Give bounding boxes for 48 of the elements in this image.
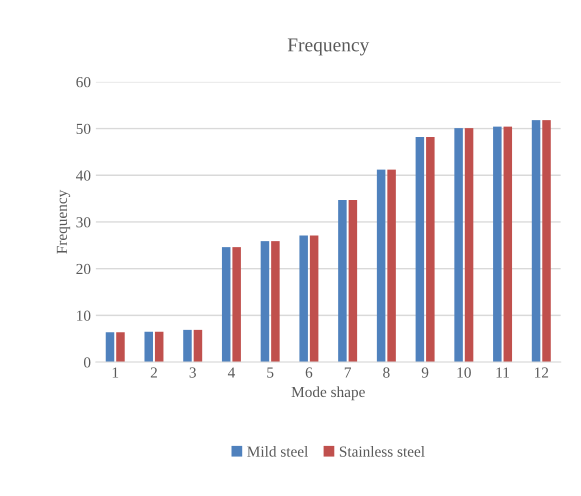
y-tick-label: 40 xyxy=(76,170,90,181)
x-tick-label: 5 xyxy=(267,368,274,378)
bar xyxy=(260,241,270,362)
bar xyxy=(232,247,241,362)
y-tick-label: 30 xyxy=(76,217,90,228)
bar xyxy=(299,236,308,362)
x-tick-label: 10 xyxy=(458,367,471,378)
bar xyxy=(144,332,153,362)
x-tick-label: 6 xyxy=(306,367,312,378)
bar xyxy=(416,136,424,362)
y-axis-title: Frequency xyxy=(56,190,70,254)
bar xyxy=(338,200,347,362)
bar xyxy=(464,128,474,362)
bar xyxy=(183,330,192,362)
x-tick-label: 4 xyxy=(228,367,236,378)
x-axis-title: Mode shape xyxy=(292,386,365,400)
bar xyxy=(542,120,551,362)
x-tick-label: 7 xyxy=(344,368,352,378)
x-tick-label: 11 xyxy=(496,367,509,378)
legend-label: Mild steel xyxy=(247,446,308,457)
bar xyxy=(154,332,164,362)
y-tick-label: 0 xyxy=(84,357,90,368)
bar xyxy=(493,126,502,362)
bar xyxy=(222,247,230,362)
bar xyxy=(426,136,435,362)
x-tick-label: 9 xyxy=(422,367,428,378)
x-tick-label: 1 xyxy=(112,367,118,378)
x-tick-label: 2 xyxy=(150,367,157,378)
y-tick-label: 20 xyxy=(76,264,90,274)
bar xyxy=(376,170,386,362)
legend-label: Stainless steel xyxy=(340,446,425,457)
y-tick-label: 50 xyxy=(76,124,90,134)
y-tick-label: 10 xyxy=(77,310,90,321)
bar xyxy=(504,126,512,362)
bar xyxy=(106,332,114,362)
bar xyxy=(532,120,540,362)
bar xyxy=(116,332,125,362)
bar xyxy=(387,170,396,362)
bar xyxy=(271,241,280,362)
x-tick-label: 12 xyxy=(535,367,548,378)
bar xyxy=(310,236,318,362)
y-tick-label: 60 xyxy=(76,76,90,88)
x-tick-label: 3 xyxy=(190,367,196,378)
bar xyxy=(454,128,463,362)
bar xyxy=(348,200,358,362)
bar xyxy=(194,330,202,362)
chart-title: Frequency xyxy=(288,38,370,56)
x-tick-label: 8 xyxy=(383,367,390,378)
